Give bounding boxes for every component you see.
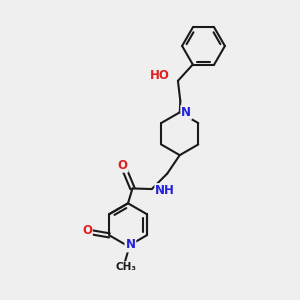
Text: O: O: [118, 159, 128, 172]
Text: N: N: [125, 238, 135, 251]
Text: N: N: [181, 106, 191, 119]
Text: NH: NH: [155, 184, 175, 197]
Text: HO: HO: [150, 69, 170, 82]
Text: O: O: [82, 224, 92, 237]
Text: CH₃: CH₃: [115, 262, 136, 272]
